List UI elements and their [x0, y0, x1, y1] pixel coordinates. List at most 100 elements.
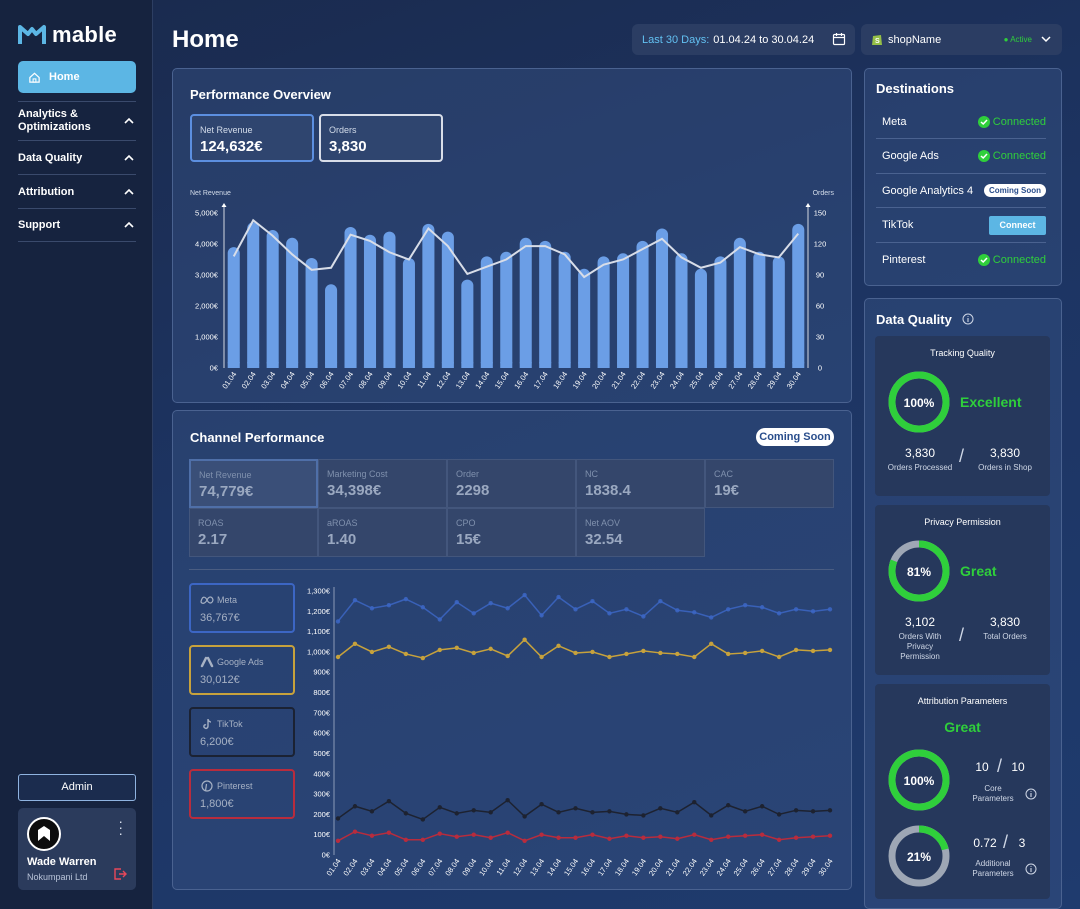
revenue-bar — [694, 268, 707, 368]
y2-tick-label: 90 — [816, 271, 824, 280]
app-name: mable — [52, 22, 118, 47]
series-point — [675, 836, 680, 841]
sidebar-item-attribution[interactable]: Attribution — [18, 174, 136, 208]
series-point — [335, 816, 341, 821]
info-icon[interactable] — [1025, 863, 1037, 875]
avatar[interactable] — [27, 817, 61, 851]
metric-cac[interactable]: CAC 19€ — [705, 459, 834, 508]
kpi-net-revenue[interactable]: Net Revenue 124,632€ — [190, 114, 314, 162]
x-tick-label: 12.04 — [511, 857, 529, 878]
series-point — [793, 835, 799, 840]
quality-rating: Great — [944, 719, 981, 735]
metric-net-revenue[interactable]: Net Revenue 74,779€ — [189, 459, 318, 508]
series-point — [827, 833, 833, 838]
series-point — [624, 607, 629, 612]
revenue-bar-base — [753, 362, 766, 368]
metric-value: 32.54 — [585, 531, 623, 548]
x-tick-label: 02.04 — [240, 370, 258, 391]
channel-card-meta[interactable]: Meta 36,767€ — [189, 583, 295, 633]
attribution-parameters-card: Attribution Parameters Great 100% 10 / 1… — [875, 684, 1050, 899]
admin-button[interactable]: Admin — [18, 774, 136, 801]
sidebar-item-analytics[interactable]: Analytics & Optimizations — [18, 101, 136, 140]
series-point — [573, 835, 578, 840]
pinterest-icon — [201, 780, 213, 792]
y2-axis-arrow — [805, 203, 811, 207]
series-point — [692, 610, 697, 615]
x-tick-label: 16.04 — [512, 370, 530, 391]
revenue-bar-base — [617, 362, 630, 368]
y-tick-label: 0€ — [322, 851, 331, 860]
metric-net-aov[interactable]: Net AOV 32.54 — [576, 508, 705, 557]
series-point — [810, 609, 816, 614]
calendar-icon — [832, 33, 846, 46]
metric-order[interactable]: Order 2298 — [447, 459, 576, 508]
metric-aroas[interactable]: aROAS 1.40 — [318, 508, 447, 557]
date-range-value: 01.04.24 to 30.04.24 — [713, 33, 815, 46]
info-icon[interactable] — [1025, 788, 1037, 800]
kpi-orders[interactable]: Orders 3,830 — [319, 114, 443, 162]
revenue-bar — [247, 222, 260, 368]
shop-selector[interactable]: S shopName ● Active — [861, 24, 1062, 55]
more-options-icon[interactable]: · · · — [118, 813, 123, 841]
channel-value: 30,012€ — [200, 674, 240, 686]
connect-button[interactable]: Connect — [989, 215, 1046, 235]
series-line-pinterest — [337, 830, 831, 842]
series-point — [692, 800, 697, 805]
x-tick-label: 01.04 — [220, 370, 238, 391]
x-tick-label: 24.04 — [715, 857, 733, 878]
series-point — [590, 598, 595, 604]
destination-name: Google Ads — [882, 150, 939, 162]
metric-marketing-cost[interactable]: Marketing Cost 34,398€ — [318, 459, 447, 508]
series-point — [810, 648, 816, 654]
orders-with-permission-value: 3,102 — [904, 615, 936, 629]
logo[interactable]: mable — [18, 22, 117, 48]
metric-nc[interactable]: NC 1838.4 — [576, 459, 705, 508]
metric-roas[interactable]: ROAS 2.17 — [189, 508, 318, 557]
series-point — [352, 641, 358, 646]
gauge-percent: 100% — [903, 774, 935, 788]
info-icon[interactable] — [962, 313, 974, 325]
revenue-bar — [597, 256, 610, 368]
mable-logo-icon — [18, 25, 46, 44]
revenue-bar-base — [266, 362, 279, 368]
sidebar-item-data-quality[interactable]: Data Quality — [18, 140, 136, 174]
series-point — [742, 833, 748, 838]
series-point — [607, 809, 612, 814]
series-point — [726, 607, 731, 612]
revenue-bar — [266, 230, 279, 368]
metric-label: aROAS — [327, 518, 358, 528]
metric-label: Net AOV — [585, 518, 621, 528]
destination-name: Meta — [882, 115, 907, 128]
channel-card-google-ads[interactable]: Google Ads 30,012€ — [189, 645, 295, 695]
metric-cpo[interactable]: CPO 15€ — [447, 508, 576, 557]
revenue-bar-base — [286, 362, 299, 368]
series-point — [556, 594, 561, 600]
series-point — [709, 837, 714, 842]
channel-card-pinterest[interactable]: Pinterest 1,800€ — [189, 769, 295, 819]
sidebar-item-support[interactable]: Support — [18, 208, 136, 242]
series-point — [454, 834, 459, 839]
date-range-label: Last 30 Days: — [642, 33, 710, 46]
x-tick-label: 25.04 — [687, 370, 705, 391]
x-tick-label: 05.04 — [298, 370, 316, 391]
series-point — [793, 808, 799, 813]
series-point — [675, 608, 680, 613]
chevron-up-icon — [124, 117, 134, 124]
series-point — [658, 834, 663, 839]
date-range-picker[interactable]: Last 30 Days: 01.04.24 to 30.04.24 — [632, 24, 855, 55]
logout-icon[interactable] — [112, 866, 128, 882]
x-tick-label: 04.04 — [279, 370, 297, 391]
series-point — [454, 645, 459, 651]
performance-overview-title: Performance Overview — [190, 87, 331, 102]
x-tick-label: 20.04 — [590, 370, 608, 391]
series-point — [471, 650, 476, 656]
gauge-fill — [888, 371, 950, 433]
x-tick-label: 05.04 — [392, 857, 410, 878]
sidebar-item-label: Analytics & Optimizations — [18, 108, 91, 133]
series-point — [522, 592, 527, 598]
revenue-bar — [636, 240, 649, 368]
nav-home-button[interactable]: Home — [18, 61, 136, 93]
revenue-bar — [733, 237, 746, 368]
channel-card-tiktok[interactable]: TikTok 6,200€ — [189, 707, 295, 757]
series-point — [827, 647, 833, 653]
